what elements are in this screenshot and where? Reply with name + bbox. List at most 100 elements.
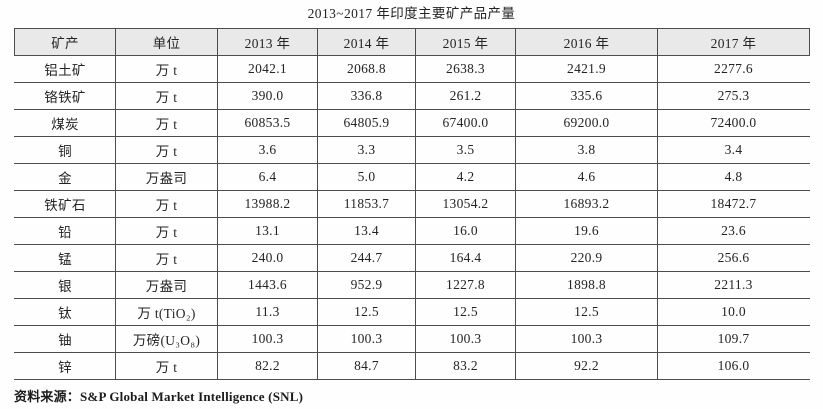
value-cell: 18472.7 [657,190,810,218]
value-cell: 2421.9 [515,55,658,83]
value-cell: 261.2 [415,82,516,110]
table-row: 银万盎司 1443.6 952.9 1227.8 1898.8 2211.3 [14,271,810,299]
value-cell: 100.3 [317,325,416,353]
mineral-name-cell: 锰 [14,244,116,272]
table-row: 铬铁矿万 t 390.0 336.8 261.2 335.6 275.3 [14,82,810,110]
table-row: 金万盎司 6.4 5.0 4.2 4.6 4.8 [14,163,810,191]
unit-cell: 万 t(TiO₂) [115,298,218,326]
value-cell: 5.0 [317,163,416,191]
table-row: 煤炭万 t 60853.5 64805.9 67400.0 69200.0 72400.0 [14,109,810,137]
value-cell: 1898.8 [515,271,658,299]
column-header: 矿产 [14,28,116,56]
value-cell: 11.3 [217,298,318,326]
unit-cell: 万 t [115,136,218,164]
value-cell: 220.9 [515,244,658,272]
unit-cell: 万 t [115,109,218,137]
value-cell: 100.3 [415,325,516,353]
unit-cell: 万 t [115,217,218,245]
value-cell: 13.1 [217,217,318,245]
unit-cell: 万 t [115,55,218,83]
value-cell: 3.4 [657,136,810,164]
column-header: 2013 年 [217,28,318,56]
value-cell: 952.9 [317,271,416,299]
value-cell: 390.0 [217,82,318,110]
table-row: 铝土矿万 t 2042.1 2068.8 2638.3 2421.9 2277.6 [14,55,810,83]
unit-cell: 万盎司 [115,271,218,299]
mineral-name-cell: 铝土矿 [14,55,116,83]
table-title: 2013~2017 年印度主要矿产品产量 [307,6,516,21]
mineral-name-cell: 锌 [14,352,116,380]
unit-cell: 万 t [115,190,218,218]
value-cell: 12.5 [415,298,516,326]
mineral-name-cell: 钛 [14,298,116,326]
mineral-name-cell: 金 [14,163,116,191]
column-header: 单位 [115,28,218,56]
value-cell: 19.6 [515,217,658,245]
unit-cell: 万磅(U₃O₈) [115,325,218,353]
value-cell: 67400.0 [415,109,516,137]
value-cell: 3.8 [515,136,658,164]
value-cell: 82.2 [217,352,318,380]
value-cell: 16893.2 [515,190,658,218]
value-cell: 72400.0 [657,109,810,137]
value-cell: 2042.1 [217,55,318,83]
value-cell: 60853.5 [217,109,318,137]
value-cell: 69200.0 [515,109,658,137]
mineral-name-cell: 铬铁矿 [14,82,116,110]
unit-cell: 万盎司 [115,163,218,191]
column-header: 2016 年 [515,28,658,56]
table-row: 铁矿石万 t 13988.2 11853.7 13054.2 16893.2 18472.… [14,190,810,218]
table-row: 锰万 t 240.0 244.7 164.4 220.9 256.6 [14,244,810,272]
minerals-production-table: 矿产 单位 2013 年 2014 年 2015 年 2016 年 2017 年 铝土矿万 … [14,28,810,380]
mineral-name-cell: 铜 [14,136,116,164]
column-header: 2017 年 [657,28,810,56]
value-cell: 6.4 [217,163,318,191]
value-cell: 240.0 [217,244,318,272]
table-row: 锌万 t 82.2 84.7 83.2 92.2 106.0 [14,352,810,380]
value-cell: 109.7 [657,325,810,353]
header-row: 矿产 单位 2013 年 2014 年 2015 年 2016 年 2017 年 [14,28,810,56]
value-cell: 2277.6 [657,55,810,83]
value-cell: 3.6 [217,136,318,164]
value-cell: 275.3 [657,82,810,110]
value-cell: 4.2 [415,163,516,191]
value-cell: 16.0 [415,217,516,245]
unit-cell: 万 t [115,352,218,380]
table-row: 铀万磅(U₃O₈) 100.3 100.3 100.3 100.3 109.7 [14,325,810,353]
value-cell: 100.3 [217,325,318,353]
value-cell: 2068.8 [317,55,416,83]
mineral-name-cell: 银 [14,271,116,299]
value-cell: 1443.6 [217,271,318,299]
value-cell: 1227.8 [415,271,516,299]
value-cell: 13.4 [317,217,416,245]
value-cell: 336.8 [317,82,416,110]
mineral-name-cell: 铀 [14,325,116,353]
column-header: 2015 年 [415,28,516,56]
table-row: 铅万 t 13.1 13.4 16.0 19.6 23.6 [14,217,810,245]
value-cell: 13054.2 [415,190,516,218]
value-cell: 10.0 [657,298,810,326]
value-cell: 12.5 [317,298,416,326]
value-cell: 100.3 [515,325,658,353]
value-cell: 244.7 [317,244,416,272]
value-cell: 83.2 [415,352,516,380]
mineral-name-cell: 铁矿石 [14,190,116,218]
value-cell: 64805.9 [317,109,416,137]
value-cell: 164.4 [415,244,516,272]
table-body: 铝土矿万 t 2042.1 2068.8 2638.3 2421.9 2277.6 铬铁矿万… [14,55,810,380]
value-cell: 11853.7 [317,190,416,218]
value-cell: 12.5 [515,298,658,326]
value-cell: 256.6 [657,244,810,272]
value-cell: 84.7 [317,352,416,380]
value-cell: 4.6 [515,163,658,191]
value-cell: 92.2 [515,352,658,380]
unit-cell: 万 t [115,244,218,272]
value-cell: 2211.3 [657,271,810,299]
value-cell: 3.5 [415,136,516,164]
column-header: 2014 年 [317,28,416,56]
mineral-name-cell: 铅 [14,217,116,245]
table-row: 钛万 t(TiO₂) 11.3 12.5 12.5 12.5 10.0 [14,298,810,326]
table-header: 矿产 单位 2013 年 2014 年 2015 年 2016 年 2017 年 [14,28,810,56]
source-note: 资料来源：S&P Global Market Intelligence (SNL… [14,389,304,404]
